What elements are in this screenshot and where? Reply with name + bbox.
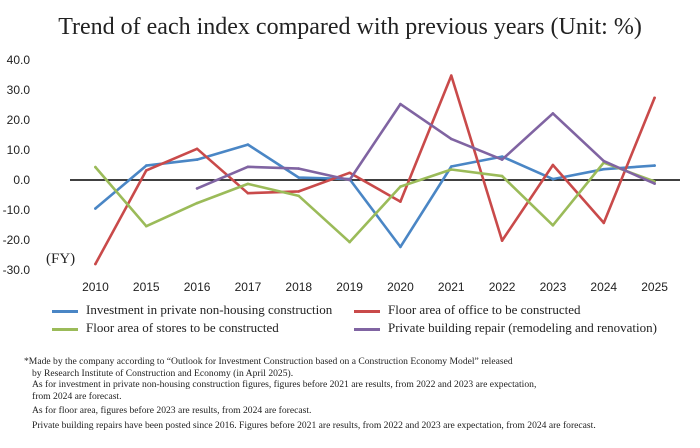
data-point [653,164,656,167]
data-point [195,201,199,205]
series-line-2 [94,161,656,244]
y-tick-label: 40.0 [7,53,31,67]
data-point [195,158,199,161]
series-line-1 [94,74,656,266]
legend-swatch-stores [52,327,78,331]
line-chart: 40.0 30.0 20.0 10.0 0.0 -10.0 -20.0 -30.0 2010 20… [3,53,680,294]
data-point [297,176,301,179]
data-point [246,182,250,186]
data-point [246,165,250,169]
data-point [246,143,250,146]
data-point [500,158,504,161]
data-point [94,165,97,169]
data-point [500,174,504,178]
data-point [399,200,402,203]
data-point [449,165,453,168]
legend-swatch-investment [52,309,78,313]
legend-item-investment: Investment in private non-housing constr… [52,302,332,318]
x-tick-label: 2019 [336,280,363,294]
data-point [449,137,453,141]
footnote-investment: As for investment in private non-housing… [32,379,537,391]
y-tick-label: 20.0 [7,113,31,127]
x-tick-label: 2015 [133,280,160,294]
footnote-source: *Made by the company according to “Outlo… [24,356,513,367]
series-line-0 [94,143,656,249]
x-tick-label: 2017 [235,280,262,294]
data-point [297,167,301,170]
data-point [449,74,453,77]
y-tick-label: 0.0 [13,173,30,187]
footnotes: *Made by the company according to “Outlo… [24,356,694,432]
x-tick-label: 2020 [387,280,414,294]
y-tick-label: -10.0 [3,203,31,217]
x-tick-label: 2022 [489,280,516,294]
x-tick-label: 2021 [438,280,465,294]
data-point [399,102,402,106]
data-point [144,224,148,228]
x-tick-label: 2016 [184,280,211,294]
footnote-source-cont: by Research Institute of Construction an… [32,367,294,379]
data-point [602,159,606,163]
data-point [653,96,656,100]
data-point [297,190,301,193]
data-point [449,168,453,171]
data-point [297,194,301,198]
x-tick-label: 2025 [641,280,668,294]
legend-swatch-office [354,309,380,313]
footnote-floor-area: As for floor area, figures before 2023 a… [32,405,312,417]
legend-label-repair: Private building repair (remodeling and … [388,320,657,335]
data-point [94,207,97,210]
data-point [246,191,250,195]
data-point [602,221,606,225]
data-point [144,164,148,167]
series-line-3 [195,102,656,190]
y-tick-label: -20.0 [3,233,31,247]
x-tick-label: 2024 [590,280,617,294]
data-point [144,169,148,172]
data-point [551,163,555,167]
data-point [348,178,351,182]
axis-label-fy: (FY) [46,251,75,267]
legend-item-office: Floor area of office to be constructed [354,302,581,318]
x-tick-label: 2018 [285,280,312,294]
chart-title: Trend of each index compared with previo… [58,14,642,40]
data-point [551,177,555,181]
legend-label-stores: Floor area of stores to be constructed [86,320,279,335]
legend-label-investment: Investment in private non-housing constr… [86,302,333,317]
data-point [195,187,199,190]
y-tick-label: -30.0 [3,263,31,277]
legend-item-repair: Private building repair (remodeling and … [354,320,657,336]
data-point [195,147,199,151]
footnote-repair: Private building repairs have been poste… [32,419,596,431]
data-point [399,245,402,249]
data-point [551,112,555,115]
data-point [399,185,402,188]
y-tick-label: 10.0 [7,143,31,157]
legend-label-office: Floor area of office to be constructed [388,302,581,317]
data-point [348,240,351,244]
x-tick-label: 2023 [540,280,567,294]
x-tick-label: 2010 [82,280,109,294]
data-point [551,224,555,227]
data-point [500,155,504,158]
legend-item-stores: Floor area of stores to be constructed [52,320,279,336]
data-point [602,167,606,171]
data-point [94,262,97,266]
data-point [653,182,656,185]
legend: Investment in private non-housing constr… [52,299,692,339]
footnote-investment-cont: from 2024 are forecast. [32,390,122,402]
legend-swatch-repair [354,327,380,331]
y-tick-label: 30.0 [7,83,31,97]
data-point [500,239,504,242]
data-point [348,171,351,175]
